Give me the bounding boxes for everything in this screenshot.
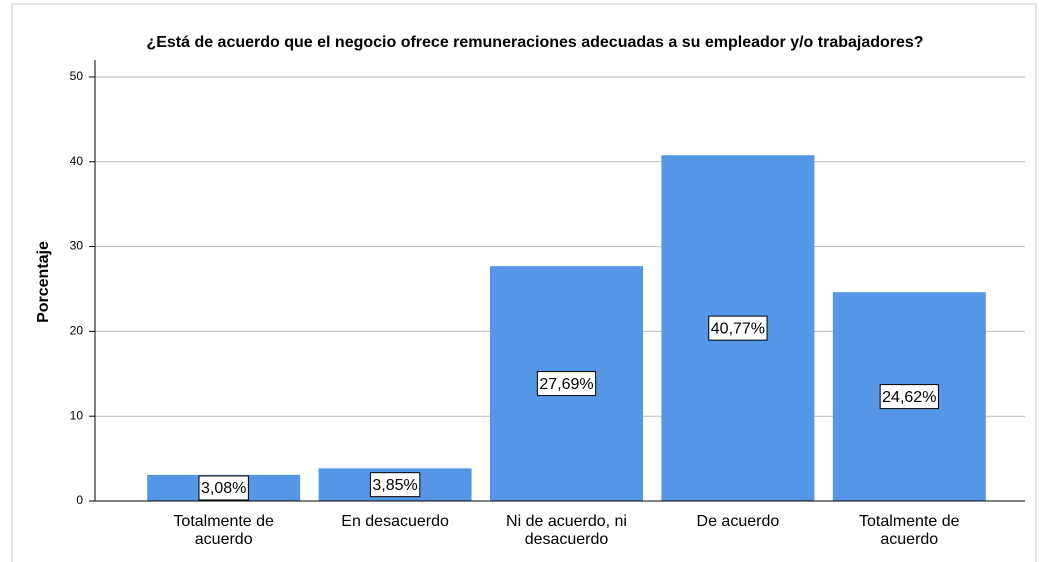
x-tick-label: Totalmente de acuerdo — [859, 513, 960, 548]
value-label: 3,85% — [372, 477, 417, 494]
y-axis-label: Porcentaje — [35, 241, 52, 323]
value-label-box — [708, 315, 768, 341]
x-tick-label: Totalmente de acuerdo — [173, 513, 274, 548]
value-label: 3,08% — [201, 480, 246, 497]
value-label-box — [369, 472, 421, 498]
y-tick-label: 40 — [70, 154, 84, 168]
y-tick-label: 30 — [70, 239, 84, 253]
value-label-box — [536, 371, 597, 397]
chart-title: ¿Está de acuerdo que el negocio ofrece r… — [146, 34, 923, 51]
y-tick-label: 20 — [70, 324, 84, 338]
value-label: 40,77% — [711, 320, 765, 337]
frame — [11, 3, 1037, 562]
value-label: 24,62% — [882, 389, 936, 406]
value-label-box — [879, 384, 939, 410]
x-tick-label: Ni de acuerdo, ni desacuerdo — [506, 513, 627, 548]
value-label: 27,69% — [539, 376, 593, 393]
x-tick-label: En desacuerdo — [341, 513, 449, 530]
value-label-box — [198, 475, 249, 501]
y-tick-label: 10 — [70, 408, 84, 422]
y-tick-label: 0 — [76, 493, 83, 507]
x-tick-label: De acuerdo — [696, 513, 780, 530]
y-tick-label: 50 — [70, 69, 84, 83]
